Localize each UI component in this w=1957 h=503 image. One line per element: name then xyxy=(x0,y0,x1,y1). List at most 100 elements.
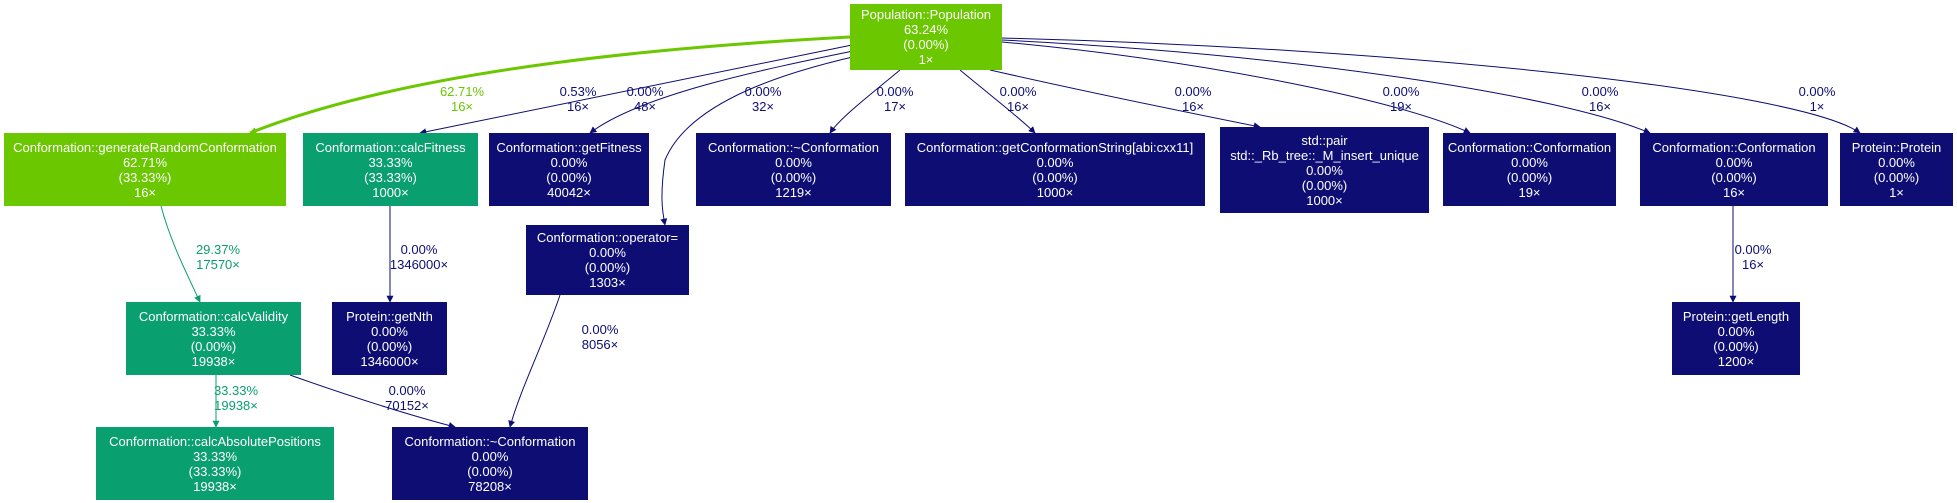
edge-n0-n10: 0.00%32× xyxy=(660,51,876,226)
node-total-label: 62.71% xyxy=(122,154,168,170)
node-n7[interactable]: Conformation::Conformation 0.00% (0.00%) 19… xyxy=(1443,133,1616,206)
node-calls-label: 1× xyxy=(918,52,934,67)
edge-n1-n11: 29.37%17570× xyxy=(160,205,240,303)
node-total-label: 0.00% xyxy=(1717,323,1755,339)
node-n12[interactable]: Protein::getNth 0.00% (0.00%) 1346000× xyxy=(332,302,447,375)
node-self-label: (0.00%) xyxy=(1713,338,1759,354)
node-name-label: Conformation::calcValidity xyxy=(138,308,289,324)
node-total-label: 63.24% xyxy=(903,22,949,37)
node-name-label: Conformation::operator= xyxy=(536,230,679,245)
edge-n0-n8: 0.00%16× xyxy=(1001,39,1651,134)
edge-n0-n3: 0.00%48× xyxy=(589,49,859,134)
node-name-label: std::pair xyxy=(1301,132,1348,148)
node-total-label: 0.00% xyxy=(1715,154,1753,170)
node-name-label: Conformation::Conformation xyxy=(1447,139,1612,155)
node-n5[interactable]: Conformation::getConformationString[abi:… xyxy=(905,133,1205,206)
node-name-label: Population::Population xyxy=(860,7,992,22)
node-calls-label: 1346000× xyxy=(360,353,419,369)
node-n13[interactable]: Protein::getLength 0.00% (0.00%) 1200× xyxy=(1672,302,1800,375)
node-n2[interactable]: Conformation::calcFitness 33.33% (33.33%) 1… xyxy=(303,133,478,206)
node-name-label: Protein::Protein xyxy=(1851,139,1942,155)
node-name-label: std::_Rb_tree::_M_insert_unique xyxy=(1230,147,1419,163)
node-total-label: 0.00% xyxy=(471,448,509,464)
node-n1[interactable]: Conformation::generateRandomConformation… xyxy=(4,133,286,206)
edge-n10-n15: 0.00%8056× xyxy=(508,294,619,428)
edge-calls-label: 17× xyxy=(884,99,906,114)
node-n9[interactable]: Protein::Protein 0.00% (0.00%) 1× xyxy=(1840,133,1953,206)
edge-percent-label: 0.00% xyxy=(1383,84,1420,99)
node-n8[interactable]: Conformation::Conformation 0.00% (0.00%) 16… xyxy=(1640,133,1828,206)
node-calls-label: 1303× xyxy=(589,275,626,290)
edge-line xyxy=(160,205,201,303)
node-name-label: Conformation::generateRandomConformation xyxy=(13,139,277,155)
edge-percent-label: 0.00% xyxy=(582,322,619,337)
node-n3[interactable]: Conformation::getFitness 0.00% (0.00%) 4004… xyxy=(489,133,649,206)
node-total-label: 0.00% xyxy=(589,245,626,260)
node-calls-label: 78208× xyxy=(468,478,512,494)
edge-percent-label: 0.00% xyxy=(389,383,426,398)
edge-percent-label: 0.00% xyxy=(1582,84,1619,99)
node-n10[interactable]: Conformation::operator= 0.00% (0.00%) 1303× xyxy=(526,225,689,295)
edge-calls-label: 16× xyxy=(1589,99,1611,114)
node-self-label: (0.00%) xyxy=(1873,169,1920,185)
node-name-label: Conformation::calcAbsolutePositions xyxy=(109,433,321,449)
node-calls-label: 40042× xyxy=(547,184,591,200)
node-self-label: (0.00%) xyxy=(1301,177,1348,193)
edge-percent-label: 33.33% xyxy=(214,383,259,398)
node-total-label: 33.33% xyxy=(191,323,236,339)
node-self-label: (0.00%) xyxy=(770,169,817,185)
edge-calls-label: 16× xyxy=(1742,257,1764,272)
node-n0[interactable]: Population::Population 63.24% (0.00%) 1× xyxy=(850,4,1002,70)
node-name-label: Conformation::getConformationString[abi:… xyxy=(916,139,1194,155)
edge-n11-n15: 0.00%70152× xyxy=(289,374,456,429)
edge-calls-label: 16× xyxy=(451,99,473,114)
node-calls-label: 1000× xyxy=(1306,192,1343,208)
edge-line xyxy=(289,374,456,429)
node-self-label: (0.00%) xyxy=(190,338,237,354)
edge-n11-n14: 33.33%19938× xyxy=(212,375,259,428)
node-n11[interactable]: Conformation::calcValidity 33.33% (0.00%) 1… xyxy=(126,302,301,375)
node-name-label: Conformation::Conformation xyxy=(1652,139,1816,155)
node-calls-label: 1× xyxy=(1889,184,1904,200)
edge-percent-label: 0.00% xyxy=(1000,84,1037,99)
edge-calls-label: 16× xyxy=(1182,99,1204,114)
node-n14[interactable]: Conformation::calcAbsolutePositions 33.33… xyxy=(96,427,334,500)
edge-line xyxy=(508,294,561,428)
node-n15[interactable]: Conformation::~Conformation 0.00% (0.00%) 7… xyxy=(392,427,588,500)
node-self-label: (0.00%) xyxy=(1506,169,1553,185)
node-total-label: 0.00% xyxy=(1036,154,1074,170)
edge-percent-label: 0.00% xyxy=(877,84,914,99)
edge-percent-label: 0.00% xyxy=(1735,242,1772,257)
node-self-label: (0.00%) xyxy=(366,338,413,354)
node-name-label: Protein::getNth xyxy=(346,308,433,324)
edge-percent-label: 0.53% xyxy=(560,84,597,99)
edge-n0-n5: 0.00%16× xyxy=(959,69,1037,134)
node-calls-label: 1000× xyxy=(372,184,409,200)
edge-line xyxy=(589,49,859,134)
edge-calls-label: 32× xyxy=(752,99,774,114)
edge-percent-label: 62.71% xyxy=(440,84,485,99)
node-total-label: 33.33% xyxy=(192,448,238,464)
node-total-label: 0.00% xyxy=(1878,154,1915,170)
node-n6[interactable]: std::pair std::_Rb_tree::_M_insert_unique… xyxy=(1220,127,1429,213)
edge-n0-n6: 0.00% 16× xyxy=(989,69,1261,130)
node-calls-label: 1219× xyxy=(775,184,812,200)
edge-calls-label: 1× xyxy=(1810,99,1825,114)
node-name-label: Protein::getLength xyxy=(1682,308,1790,324)
node-self-label: (0.00%) xyxy=(467,463,513,479)
edge-line xyxy=(829,69,901,134)
node-self-label: (33.33%) xyxy=(188,463,242,479)
edge-n0-n7: 0.00%19× xyxy=(1001,41,1471,134)
node-n4[interactable]: Conformation::~Conformation 0.00% (0.00%) 1… xyxy=(696,133,891,206)
node-calls-label: 19938× xyxy=(191,353,236,369)
node-name-label: Conformation::~Conformation xyxy=(404,433,576,449)
node-calls-label: 16× xyxy=(133,184,157,200)
edge-n0-n4: 0.00%17× xyxy=(829,69,914,134)
edge-percent-label: 0.00% xyxy=(745,84,782,99)
edge-calls-label: 19938× xyxy=(214,398,258,413)
edge-calls-label: 16× xyxy=(567,99,589,114)
node-total-label: 0.00% xyxy=(550,154,588,170)
node-self-label: (0.00%) xyxy=(903,37,949,52)
edge-n0-n9: 0.00% 1× xyxy=(1001,37,1861,134)
edge-line xyxy=(249,35,851,135)
